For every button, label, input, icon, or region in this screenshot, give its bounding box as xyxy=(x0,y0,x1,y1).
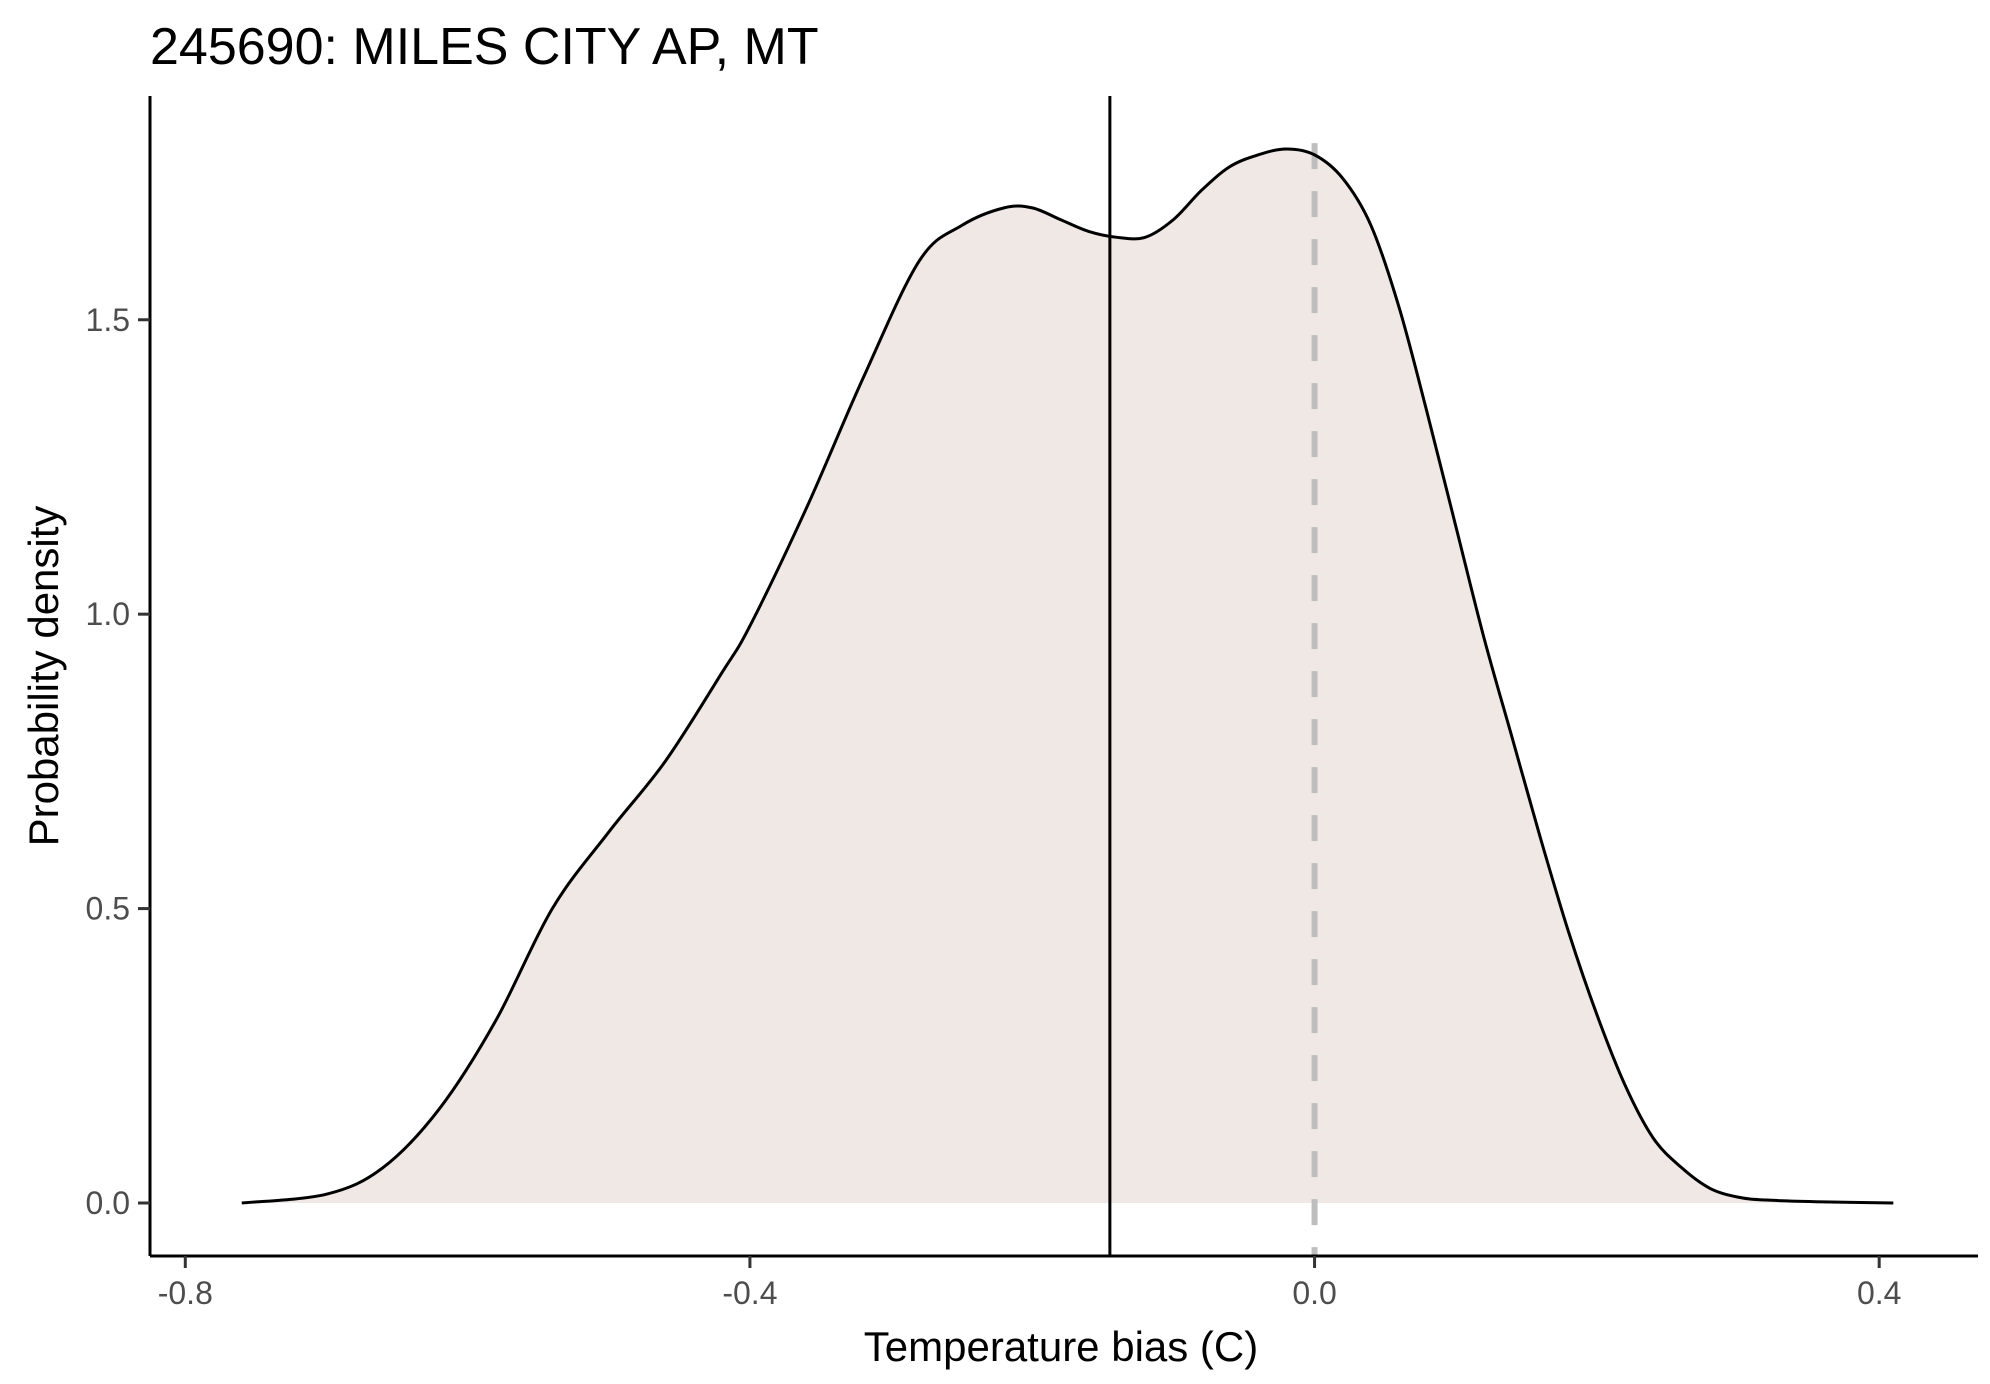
x-tick-label: 0.0 xyxy=(1292,1275,1336,1311)
plot-area xyxy=(241,96,1894,1256)
axes: -0.8 -0.4 0.0 0.4 0.0 0.5 1.0 1.5 xyxy=(86,96,1978,1311)
density-area xyxy=(241,148,1894,1204)
x-tick-label: -0.8 xyxy=(158,1275,213,1311)
x-tick-label: -0.4 xyxy=(722,1275,777,1311)
chart-title: 245690: MILES CITY AP, MT xyxy=(150,18,819,76)
x-tick-label: 0.4 xyxy=(1857,1275,1901,1311)
y-tick-label: 1.0 xyxy=(86,596,130,632)
y-axis-title: Probability density xyxy=(20,506,67,847)
density-curve xyxy=(241,147,1894,1205)
y-tick-label: 1.5 xyxy=(86,302,130,338)
y-tick-label: 0.5 xyxy=(86,891,130,927)
y-tick-label: 0.0 xyxy=(86,1185,130,1221)
x-axis-title: Temperature bias (C) xyxy=(864,1323,1258,1370)
